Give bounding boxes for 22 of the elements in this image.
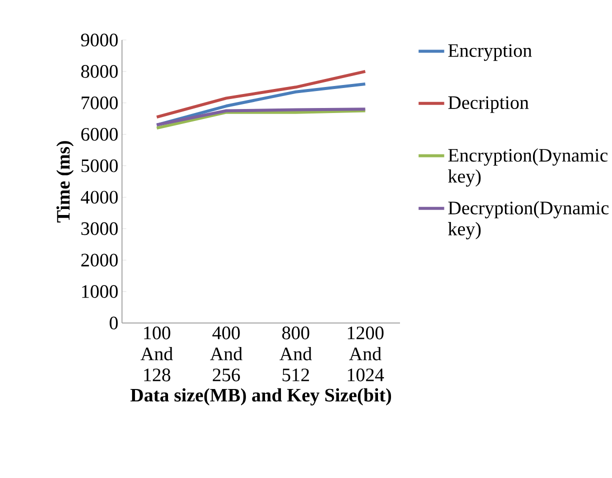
x-tick-label: 800 And 512: [280, 326, 312, 382]
y-tick-label: 6000: [81, 128, 118, 141]
y-tick-label: 2000: [81, 254, 118, 267]
x-tick-label: 400 And 256: [210, 326, 242, 382]
legend-label: Encryption(Dynamic key): [448, 148, 608, 187]
y-tick-label: 3000: [81, 222, 118, 236]
legend-label: Encryption: [448, 44, 532, 61]
x-axis-title: Data size(MB) and Key Size(bit): [130, 388, 392, 406]
y-tick-label: 5000: [82, 159, 118, 172]
x-tick-label: 1200 And 1024: [348, 326, 384, 382]
y-tick-label: 8000: [81, 65, 118, 78]
y-tick-label: 1000: [82, 285, 118, 298]
y-tick-label: 9000: [81, 34, 118, 46]
line-series: [155, 108, 367, 126]
y-tick-label: 0: [110, 316, 118, 330]
y-tick-label: 7000: [82, 96, 118, 110]
x-tick-label: 100 And 128: [140, 326, 173, 382]
line-series: [155, 70, 367, 119]
legend-label: Decription: [448, 96, 529, 113]
y-axis-title: Time (ms): [56, 141, 74, 222]
legend-label: Decryption(Dynamic key): [448, 201, 609, 240]
y-tick-label: 4000: [80, 190, 118, 204]
